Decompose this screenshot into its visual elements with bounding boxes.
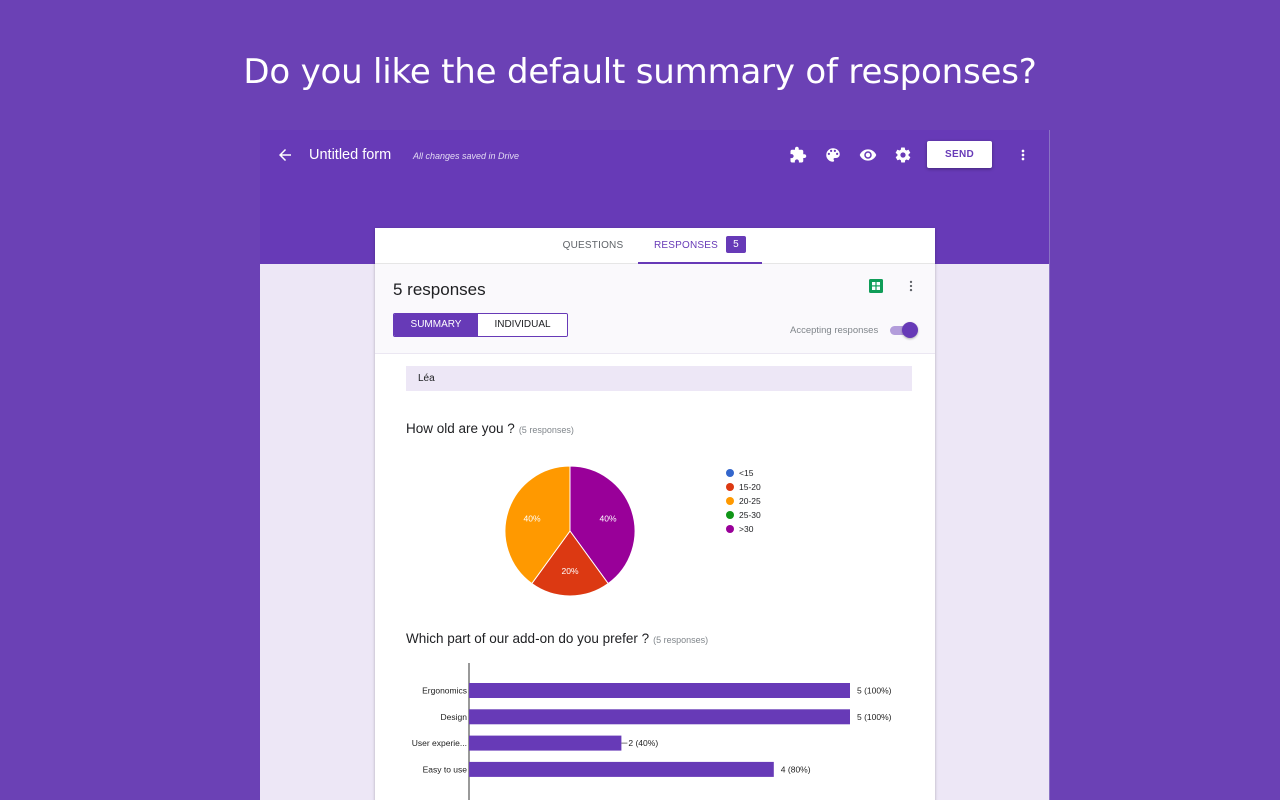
- bar-category-label: Design: [441, 712, 468, 722]
- legend-item: 15-20: [726, 480, 761, 494]
- responses-more-icon[interactable]: [904, 278, 918, 294]
- pie-slice-20-25: [504, 465, 571, 585]
- sheets-icon[interactable]: [869, 279, 883, 293]
- toggle-knob: [902, 322, 918, 338]
- palette-icon[interactable]: [824, 146, 842, 164]
- legend-item: 25-30: [726, 508, 761, 522]
- tab-responses-label: RESPONSES: [653, 240, 719, 251]
- send-button[interactable]: SEND: [927, 141, 992, 168]
- responses-card: QUESTIONS RESPONSES 5 5 responses SUMMARY…: [375, 228, 935, 800]
- bar-category-label: Easy to use: [423, 764, 468, 774]
- legend-swatch: [726, 497, 734, 505]
- legend-swatch: [726, 483, 734, 491]
- responses-count-title: 5 responses: [393, 280, 486, 299]
- pie-legend: <15 15-20 20-25 25-30 >30: [726, 466, 761, 536]
- pie-slice-15-20: [531, 530, 609, 597]
- accepting-responses-label: Accepting responses: [790, 325, 879, 336]
- question-title: Which part of our add-on do you prefer ?…: [406, 631, 708, 646]
- bar-User experie...: [469, 735, 622, 751]
- bar-Ergonomics: [469, 683, 850, 698]
- legend-swatch: [726, 469, 734, 477]
- form-title[interactable]: Untitled form: [309, 147, 392, 163]
- legend-item: 20-25: [726, 494, 761, 508]
- question-text: How old are you ?: [406, 421, 515, 436]
- bar-Design: [469, 709, 850, 725]
- tab-bar: QUESTIONS RESPONSES 5: [375, 228, 935, 264]
- legend-label: <15: [739, 468, 754, 478]
- bar-Easy to use: [469, 761, 774, 777]
- tab-responses[interactable]: RESPONSES 5: [638, 228, 762, 264]
- legend-label: 25-30: [739, 510, 761, 520]
- summary-button[interactable]: SUMMARY: [394, 314, 478, 336]
- pie-slice-label: 40%: [523, 514, 540, 524]
- legend-label: 20-25: [739, 496, 761, 506]
- individual-button[interactable]: INDIVIDUAL: [478, 314, 567, 336]
- question-response-count: (5 responses): [653, 635, 709, 645]
- more-vert-icon[interactable]: [1015, 146, 1031, 164]
- legend-item: >30: [726, 522, 761, 536]
- question-text: Which part of our add-on do you prefer ?: [406, 631, 650, 646]
- pie-slice-label: 40%: [599, 514, 616, 524]
- legend-item: <15: [726, 466, 761, 480]
- bar-value-label: 5 (100%): [857, 712, 892, 722]
- addons-puzzle-icon[interactable]: [789, 146, 807, 164]
- tab-questions[interactable]: QUESTIONS: [562, 240, 624, 251]
- bar-value-label: 2 (40%): [628, 738, 658, 748]
- question-response-count: (5 responses): [518, 425, 574, 435]
- preview-eye-icon[interactable]: [859, 146, 877, 164]
- pie-slice-label: 20%: [561, 566, 578, 576]
- back-arrow-icon[interactable]: [276, 146, 294, 164]
- accepting-responses-toggle[interactable]: [890, 322, 918, 338]
- forms-window: Untitled form All changes saved in Drive…: [260, 130, 1050, 800]
- headline: Do you like the default summary of respo…: [243, 52, 1037, 92]
- bar-value-label: 5 (100%): [857, 686, 892, 696]
- save-status: All changes saved in Drive: [413, 151, 520, 161]
- legend-swatch: [726, 525, 734, 533]
- bar-category-label: User experie...: [412, 738, 467, 748]
- question-title: How old are you ? (5 responses): [406, 421, 574, 436]
- legend-swatch: [726, 511, 734, 519]
- age-pie-chart: 40% 20% 40%: [504, 465, 636, 597]
- bar-value-label: 4 (80%): [781, 764, 811, 774]
- bar-category-label: Ergonomics: [422, 686, 467, 696]
- legend-label: 15-20: [739, 482, 761, 492]
- preference-bar-chart: Ergonomics 5 (100%) Design 5 (100%) User exp…: [412, 663, 892, 800]
- legend-label: >30: [739, 524, 754, 534]
- pie-slice->30: [569, 465, 636, 585]
- response-count-badge: 5: [726, 235, 747, 253]
- respondent-name: Léa: [406, 366, 912, 391]
- settings-gear-icon[interactable]: [894, 146, 912, 164]
- view-switcher: SUMMARY INDIVIDUAL: [393, 313, 568, 337]
- responses-header: 5 responses SUMMARY INDIVIDUAL Accepting…: [375, 264, 935, 354]
